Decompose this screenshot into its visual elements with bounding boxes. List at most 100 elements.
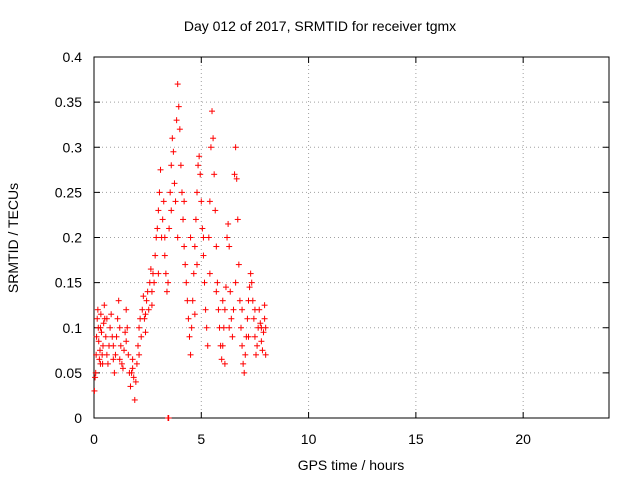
- data-point: [94, 315, 101, 322]
- data-point: [145, 306, 152, 313]
- data-point: [218, 356, 225, 363]
- data-point: [224, 234, 231, 241]
- data-point: [239, 306, 246, 313]
- chart-title: Day 012 of 2017, SRMTID for receiver tgm…: [183, 18, 457, 34]
- data-point: [183, 279, 190, 286]
- data-point: [136, 324, 143, 331]
- data-point: [118, 360, 125, 367]
- data-point: [213, 243, 220, 250]
- data-point: [133, 360, 140, 367]
- data-point: [205, 234, 212, 241]
- data-point: [95, 338, 102, 345]
- data-point: [150, 270, 157, 277]
- data-point: [213, 288, 220, 295]
- data-point: [125, 351, 132, 358]
- data-point: [110, 342, 117, 349]
- data-point: [219, 297, 226, 304]
- data-point: [92, 369, 99, 376]
- x-tick-label: 15: [408, 431, 424, 447]
- data-point: [147, 266, 154, 273]
- data-point: [142, 311, 149, 318]
- data-point: [100, 320, 107, 327]
- data-point: [151, 279, 158, 286]
- y-tick-label: 0.3: [63, 139, 83, 155]
- y-tick-label: 0: [74, 410, 82, 426]
- data-point: [244, 315, 251, 322]
- data-point: [251, 333, 258, 340]
- axis-ticks: 0 5 10 15 20 0 0.05 0.1 0.15 0.2 0.25 0.3 0.35 0.4: [55, 49, 609, 447]
- data-point: [112, 351, 119, 358]
- data-point: [98, 329, 105, 336]
- x-axis-label: GPS time / hours: [298, 457, 405, 473]
- data-point: [239, 342, 246, 349]
- data-point: [100, 342, 107, 349]
- data-point: [260, 329, 267, 336]
- data-point: [102, 333, 109, 340]
- data-point: [103, 315, 110, 322]
- data-point: [92, 374, 99, 381]
- data-point: [103, 351, 110, 358]
- data-point: [110, 356, 117, 363]
- data-point: [130, 374, 137, 381]
- data-point: [184, 297, 191, 304]
- data-point: [132, 378, 139, 385]
- data-point: [115, 297, 122, 304]
- data-point: [173, 117, 180, 124]
- data-point: [211, 171, 218, 178]
- data-point: [227, 288, 234, 295]
- data-point: [177, 162, 184, 169]
- data-point: [230, 306, 237, 313]
- data-point: [174, 81, 181, 88]
- data-point: [259, 347, 266, 354]
- data-point: [116, 356, 123, 363]
- data-point: [226, 243, 233, 250]
- data-point: [210, 135, 217, 142]
- data-point: [191, 243, 198, 250]
- data-point: [181, 198, 188, 205]
- data-point: [202, 306, 209, 313]
- data-point: [178, 189, 185, 196]
- data-point: [212, 207, 219, 214]
- data-point: [168, 207, 175, 214]
- data-point: [251, 306, 258, 313]
- data-point: [167, 189, 174, 196]
- x-tick-label: 10: [301, 431, 317, 447]
- data-point: [104, 360, 111, 367]
- data-point: [143, 297, 150, 304]
- data-point: [194, 261, 200, 268]
- data-point: [152, 252, 159, 259]
- data-point: [261, 302, 268, 309]
- data-point: [242, 351, 249, 358]
- data-point: [220, 324, 227, 331]
- data-point: [119, 365, 126, 372]
- data-point: [229, 333, 236, 340]
- data-point: [157, 166, 164, 173]
- data-point: [198, 198, 205, 205]
- data-point: [181, 243, 188, 250]
- data-point: [241, 369, 248, 376]
- data-point: [165, 415, 172, 421]
- data-point: [171, 180, 178, 187]
- data-point: [233, 175, 240, 182]
- data-point: [129, 356, 136, 363]
- data-point: [148, 288, 155, 295]
- data-point: [166, 225, 173, 232]
- y-tick-label: 0.25: [55, 184, 82, 200]
- data-point: [219, 342, 226, 349]
- data-point: [215, 306, 222, 313]
- data-point: [207, 144, 214, 151]
- data-point: [108, 311, 115, 318]
- data-point: [175, 103, 182, 110]
- data-point: [168, 162, 175, 169]
- data-point: [235, 261, 242, 268]
- data-point: [232, 279, 239, 286]
- data-point: [107, 324, 114, 331]
- data-point: [134, 342, 141, 349]
- data-point: [170, 148, 177, 155]
- data-point: [141, 315, 148, 322]
- data-point: [195, 162, 202, 169]
- data-point: [172, 198, 179, 205]
- data-point: [187, 234, 194, 241]
- y-tick-label: 0.35: [55, 94, 82, 110]
- data-point: [139, 306, 146, 313]
